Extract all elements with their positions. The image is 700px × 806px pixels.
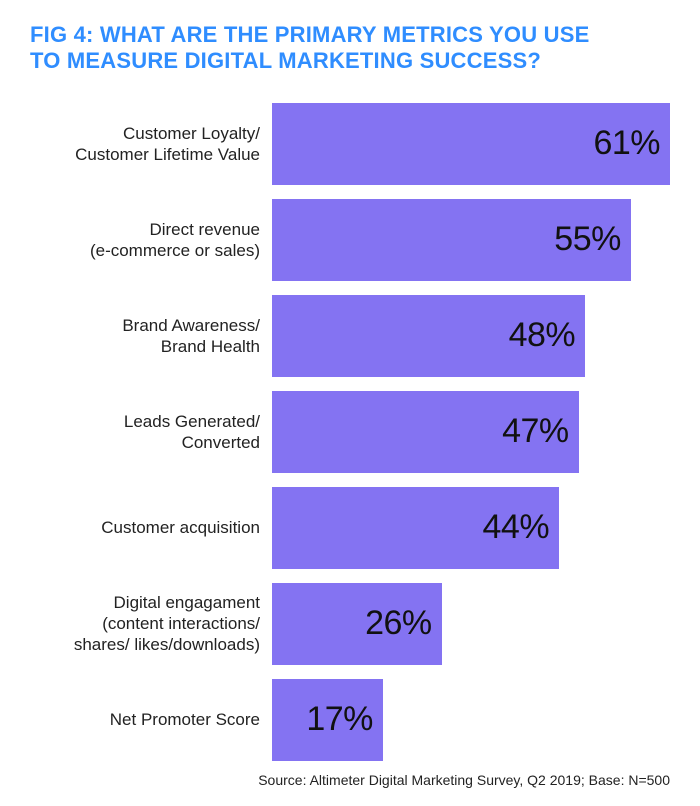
bar-label: Direct revenue (e-commerce or sales) [30,219,272,262]
bar: 17% [272,679,383,761]
chart-title: FIG 4: WHAT ARE THE PRIMARY METRICS YOU … [30,22,670,75]
bar-track: 26% [272,583,670,665]
bar-track: 55% [272,199,670,281]
bar-label: Leads Generated/ Converted [30,411,272,454]
bar-label: Customer Loyalty/ Customer Lifetime Valu… [30,123,272,166]
bar: 61% [272,103,670,185]
bar: 55% [272,199,631,281]
bar-track: 47% [272,391,670,473]
bar: 44% [272,487,559,569]
bar-label: Digital engagament (content interactions… [30,592,272,656]
chart-row: Leads Generated/ Converted 47% [30,391,670,473]
source-caption: Source: Altimeter Digital Marketing Surv… [258,772,670,788]
bar: 26% [272,583,442,665]
horizontal-bar-chart: Customer Loyalty/ Customer Lifetime Valu… [30,103,670,761]
chart-row: Brand Awareness/ Brand Health 48% [30,295,670,377]
bar: 47% [272,391,579,473]
bar-label: Customer acquisition [30,517,272,538]
bar-value: 61% [593,124,660,163]
bar-label: Net Promoter Score [30,709,272,730]
figure-container: FIG 4: WHAT ARE THE PRIMARY METRICS YOU … [0,0,700,806]
bar-value: 26% [365,604,432,643]
bar-track: 17% [272,679,670,761]
bar-value: 55% [554,220,621,259]
chart-row: Digital engagament (content interactions… [30,583,670,665]
bar-value: 47% [502,412,569,451]
bar-label: Brand Awareness/ Brand Health [30,315,272,358]
bar: 48% [272,295,585,377]
bar-value: 17% [306,700,373,739]
chart-row: Net Promoter Score 17% [30,679,670,761]
chart-row: Customer acquisition 44% [30,487,670,569]
bar-value: 44% [483,508,550,547]
chart-row: Customer Loyalty/ Customer Lifetime Valu… [30,103,670,185]
chart-row: Direct revenue (e-commerce or sales) 55% [30,199,670,281]
bar-track: 61% [272,103,670,185]
bar-track: 44% [272,487,670,569]
bar-track: 48% [272,295,670,377]
bar-value: 48% [509,316,576,355]
